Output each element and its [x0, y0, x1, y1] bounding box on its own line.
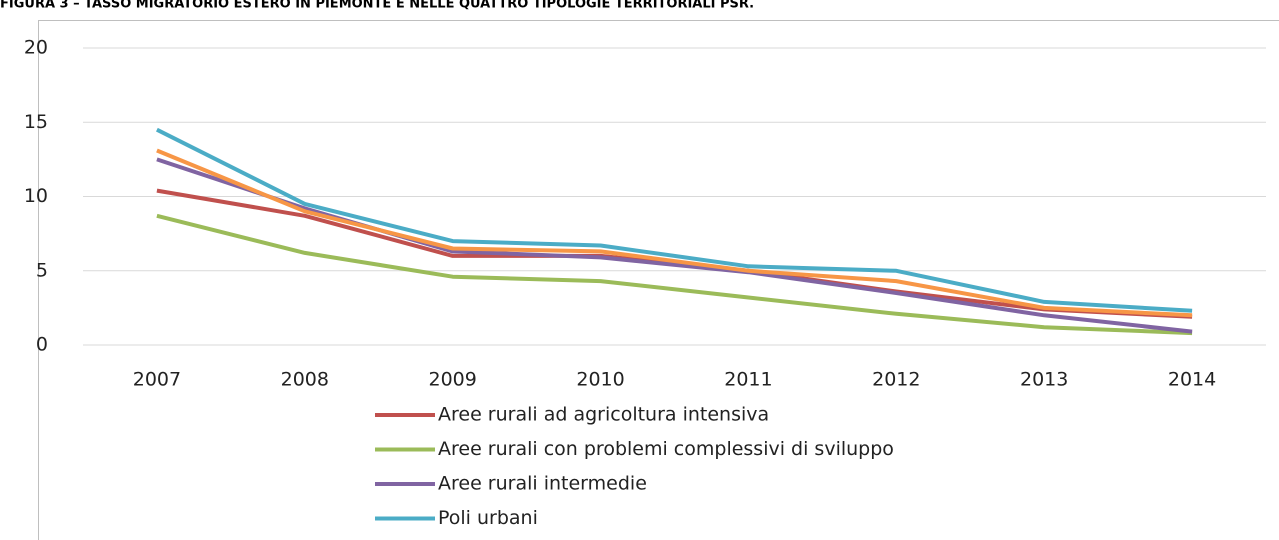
y-tick-label: 15: [24, 111, 48, 133]
data-line: [156, 127, 1193, 313]
x-tick-label: 2012: [872, 369, 920, 391]
chart-title: FIGURA 3 – TASSO MIGRATORIO ESTERO IN PI…: [0, 0, 754, 12]
data-line: [156, 213, 1193, 336]
x-tick-label: 2013: [1020, 369, 1068, 391]
x-tick-label: 2014: [1168, 369, 1216, 391]
x-tick-label: 2007: [133, 369, 181, 391]
y-tick-label: 0: [36, 334, 48, 356]
legend-label: Aree rurali con problemi complessivi di …: [438, 438, 894, 460]
legend-label: Aree rurali intermedie: [438, 473, 647, 495]
x-tick-label: 2008: [281, 369, 329, 391]
x-tick-label: 2010: [576, 369, 624, 391]
legend-label: Poli urbani: [438, 507, 538, 529]
y-tick-label: 5: [36, 259, 48, 281]
x-tick-label: 2011: [724, 369, 772, 391]
y-tick-label: 20: [24, 37, 48, 59]
y-tick-label: 10: [24, 185, 48, 207]
data-line: [156, 148, 1193, 318]
legend-label: Aree rurali ad agricoltura intensiva: [438, 404, 769, 426]
x-tick-label: 2009: [429, 369, 477, 391]
